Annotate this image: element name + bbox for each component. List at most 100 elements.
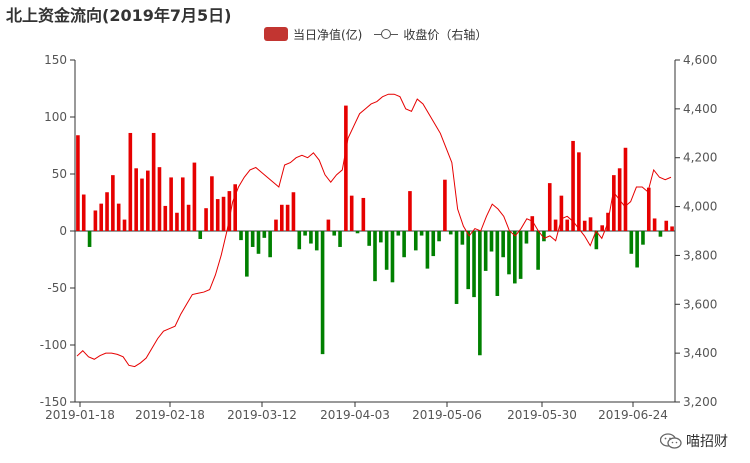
y-left-tick-label: -100 [40, 338, 67, 352]
bar [478, 231, 482, 356]
bar [116, 203, 121, 231]
x-tick-label: 2019-01-18 [45, 408, 115, 422]
watermark: 喵招财 [660, 431, 728, 451]
bar [157, 167, 162, 231]
bar [542, 231, 546, 242]
y-left-tick-label: 50 [52, 167, 67, 181]
bar [256, 231, 261, 254]
bar [495, 231, 500, 296]
bar [600, 225, 604, 231]
bar [483, 231, 488, 271]
bar [577, 152, 581, 231]
bar [646, 187, 651, 231]
legend-line-marker-icon [374, 27, 399, 41]
bar [408, 191, 412, 231]
bar [87, 231, 92, 247]
bar [571, 140, 575, 231]
bar [553, 219, 558, 231]
y-right-tick-label: 4,600 [683, 53, 717, 67]
y-right-tick-label: 4,200 [683, 151, 717, 165]
bar [367, 231, 371, 246]
legend-item-close[interactable]: 收盘价（右轴） [374, 26, 487, 43]
bar [664, 220, 669, 231]
bar [151, 132, 156, 231]
bar [192, 162, 197, 231]
bar [565, 219, 570, 231]
bar [384, 231, 389, 270]
bar [513, 231, 517, 284]
bar [180, 177, 185, 231]
y-right-tick-label: 3,200 [683, 395, 717, 409]
bar [175, 212, 179, 231]
bar [507, 231, 511, 275]
bar [314, 231, 319, 251]
bar [291, 192, 296, 231]
bar [658, 231, 663, 237]
bar [332, 231, 337, 236]
bar [629, 231, 634, 254]
x-tick-label: 2019-06-24 [598, 408, 668, 422]
bar [233, 184, 237, 231]
bar [379, 231, 383, 243]
bar [274, 219, 278, 231]
bar [361, 197, 366, 231]
bar [355, 231, 360, 234]
x-tick-label: 2019-03-12 [227, 408, 297, 422]
legend-item-net-inflow[interactable]: 当日净值(亿) [264, 26, 362, 43]
bar [303, 231, 307, 236]
bar [635, 231, 639, 268]
bar [76, 135, 80, 231]
bar [245, 231, 249, 277]
bar [122, 219, 127, 231]
bar [536, 231, 540, 270]
bar [169, 177, 173, 231]
y-left-tick-label: -50 [47, 281, 67, 295]
y-right-tick-label: 3,600 [683, 297, 717, 311]
bar [279, 204, 284, 231]
y-right-tick-label: 3,800 [683, 248, 717, 262]
bar [338, 231, 342, 247]
bar [530, 216, 535, 231]
bar [111, 175, 115, 231]
bar [326, 219, 331, 231]
bar [641, 231, 645, 245]
bar [431, 231, 436, 257]
bar [204, 208, 208, 231]
bar [413, 231, 418, 251]
bar [146, 170, 150, 231]
bar [221, 196, 226, 231]
bar [612, 175, 616, 231]
bar [99, 203, 104, 231]
bar [588, 217, 593, 231]
bar [105, 192, 109, 231]
y-left-tick-label: 150 [44, 53, 67, 67]
x-tick-label: 2019-05-06 [412, 408, 482, 422]
bar [623, 147, 628, 231]
bar [373, 231, 377, 282]
bar [344, 105, 348, 231]
bar [93, 210, 98, 231]
bar [443, 179, 447, 231]
bar [460, 231, 465, 245]
bar [559, 195, 564, 231]
bar [140, 178, 144, 231]
bar [396, 231, 401, 236]
watermark-label: 喵招财 [686, 434, 728, 450]
y-left-tick-label: -150 [40, 395, 67, 409]
chart-title: 北上资金流向(2019年7月5日) [6, 6, 232, 25]
bar [81, 194, 86, 231]
bar [425, 231, 430, 269]
bar [652, 218, 657, 231]
legend: 当日净值(亿) 收盘价（右轴） [264, 26, 499, 42]
bar [309, 231, 313, 244]
bar [594, 231, 599, 250]
bar [448, 231, 453, 235]
legend-bar-swatch [264, 27, 288, 41]
close-price-line [76, 93, 672, 368]
bar [518, 231, 523, 279]
bar [390, 231, 395, 283]
x-tick-label: 2019-02-18 [135, 408, 205, 422]
bar [198, 231, 203, 239]
bar [547, 183, 552, 231]
